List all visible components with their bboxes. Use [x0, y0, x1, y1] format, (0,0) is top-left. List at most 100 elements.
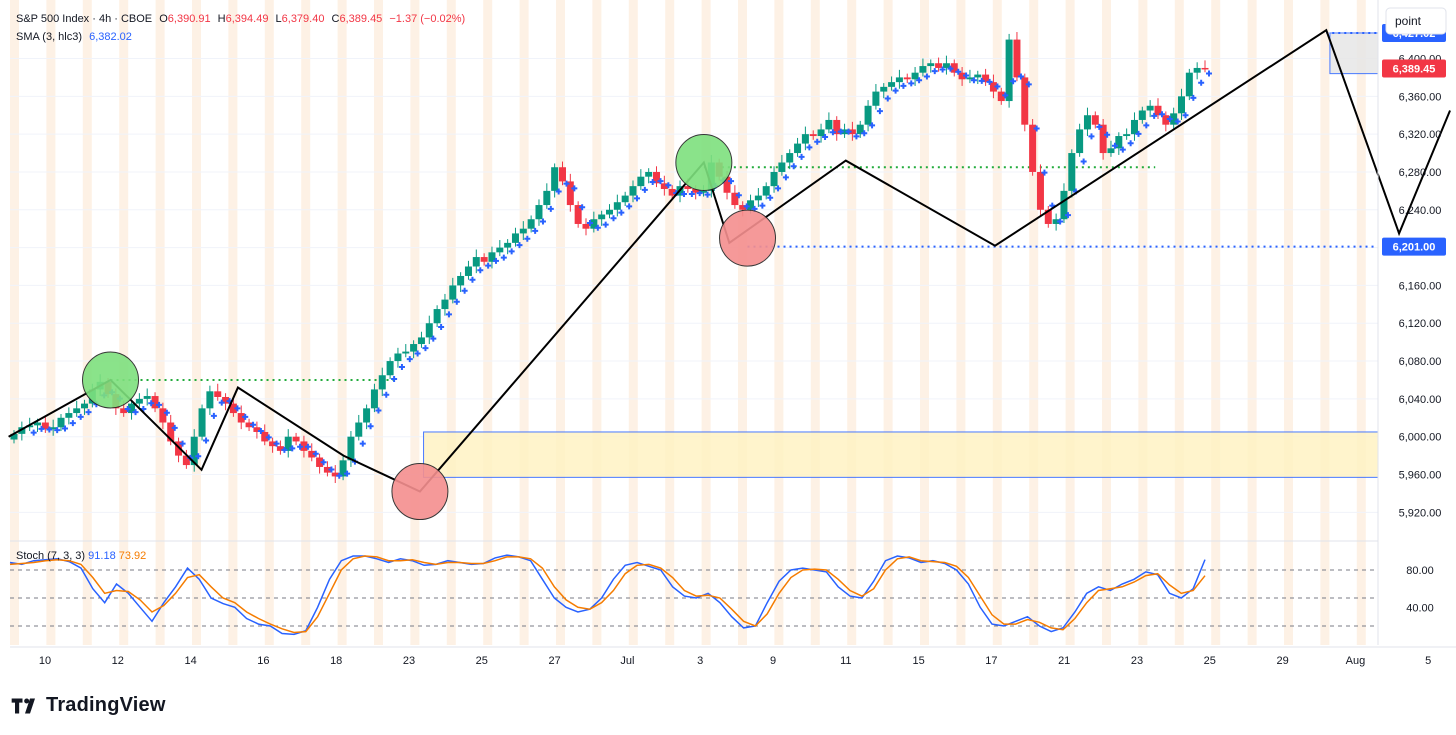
session-band — [1029, 0, 1039, 645]
sma-point — [641, 186, 648, 193]
sma-point — [1041, 169, 1048, 176]
candle-body — [1201, 67, 1209, 70]
sma-point — [195, 453, 202, 460]
scale-mode-button[interactable] — [1385, 7, 1447, 35]
price-tag-label: 6,389.45 — [1393, 63, 1436, 75]
scale-mode-label[interactable]: point — [1395, 14, 1422, 28]
stoch-d-value: 73.92 — [118, 550, 147, 562]
candle-body — [841, 129, 849, 135]
candle-body — [927, 63, 935, 67]
sma-point — [516, 242, 523, 249]
sma-point — [163, 409, 170, 416]
sma-legend[interactable]: SMA (3, hlc3) 6,382.02 — [16, 31, 136, 43]
sma-point — [265, 434, 272, 441]
sma-point — [140, 405, 147, 412]
candle-body — [378, 375, 386, 390]
sma-point — [1002, 92, 1009, 99]
price-zone — [423, 431, 1379, 478]
sma-point — [743, 203, 750, 210]
sma-point — [539, 218, 546, 225]
candle-body — [65, 413, 73, 418]
candle-body — [167, 422, 175, 442]
close-value: 6,389.45 — [339, 13, 383, 25]
sma-point — [312, 450, 319, 457]
sma-point — [696, 190, 703, 197]
candle-body — [464, 266, 472, 276]
time-tick-label: 25 — [476, 655, 488, 667]
candle-body — [1029, 124, 1037, 172]
candle-body — [143, 396, 151, 399]
tradingview-logo[interactable]: TradingView — [10, 694, 166, 717]
candle-body — [292, 436, 300, 442]
candle-body — [41, 422, 49, 430]
candle-body — [151, 396, 159, 409]
candle-body — [472, 257, 480, 267]
session-band — [192, 0, 201, 645]
time-tick-label: 21 — [1058, 655, 1070, 667]
session-band — [46, 0, 56, 645]
candle-body — [888, 82, 896, 87]
sma-point — [242, 413, 249, 420]
candle-body — [770, 171, 778, 187]
candle-body — [410, 344, 418, 352]
sma-point — [210, 412, 217, 419]
candle-body — [316, 457, 324, 467]
candle-body — [982, 74, 990, 83]
candle-body — [856, 124, 864, 135]
sma-point — [367, 423, 374, 430]
sma-point — [430, 335, 437, 342]
candle-body — [26, 425, 34, 428]
green-pivot-marker — [675, 134, 733, 192]
sma-point — [1033, 125, 1040, 132]
time-tick-label: 18 — [330, 655, 342, 667]
candle-body — [723, 176, 731, 193]
candle-body — [34, 422, 42, 426]
candle-body — [441, 299, 449, 310]
candle-body — [18, 427, 26, 434]
time-tick-label: 14 — [184, 655, 196, 667]
symbol-legend[interactable]: S&P 500 Index · 4h · CBOE O6,390.91 H6,3… — [16, 13, 469, 25]
symbol-title: S&P 500 Index · 4h · CBOE — [16, 13, 153, 25]
sma-point — [931, 68, 938, 75]
price-tick-label: 6,160.00 — [1399, 280, 1442, 292]
candle-body — [504, 242, 512, 248]
sma-point — [171, 424, 178, 431]
sma-point — [257, 428, 264, 435]
sma-point — [853, 133, 860, 140]
candle-body — [1130, 119, 1138, 135]
sma-point — [884, 95, 891, 102]
candle-body — [997, 91, 1005, 102]
stoch-label: Stoch (7, 3, 3) — [16, 550, 86, 562]
candle-body — [253, 427, 261, 432]
candle-body — [660, 183, 668, 189]
session-band — [665, 0, 675, 645]
candle-body — [739, 205, 747, 210]
stoch-legend[interactable]: Stoch (7, 3, 3) 91.18 73.92 — [16, 550, 146, 562]
session-band — [628, 0, 638, 645]
candle-body — [331, 472, 339, 477]
candle-body — [1146, 105, 1154, 111]
candle-body — [339, 460, 347, 477]
zigzag-line — [8, 28, 1451, 493]
candle-body — [543, 190, 551, 206]
sma-point — [485, 262, 492, 269]
candle-body — [911, 72, 919, 80]
session-band — [519, 0, 529, 645]
candle-body — [300, 441, 308, 451]
candle-body — [527, 219, 535, 229]
stoch-d-line — [9, 555, 1206, 634]
candle-body — [582, 223, 590, 229]
session-band — [483, 0, 493, 645]
candle-body — [825, 119, 833, 130]
sma-point — [634, 195, 641, 202]
sma-point — [469, 276, 476, 283]
sma-point — [681, 191, 688, 198]
sma-point — [900, 82, 907, 89]
price-tick-label: 5,960.00 — [1399, 470, 1442, 482]
candle-body — [786, 153, 794, 163]
sma-point — [626, 203, 633, 210]
price-tick-label: 6,080.00 — [1399, 356, 1442, 368]
sma-point — [500, 254, 507, 261]
price-grid — [10, 58, 1378, 513]
